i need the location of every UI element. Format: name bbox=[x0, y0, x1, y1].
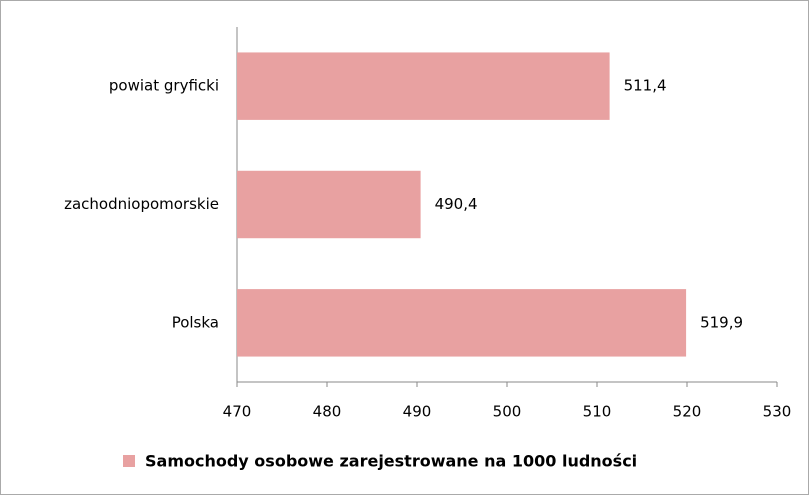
legend-label: Samochody osobowe zarejestrowane na 1000… bbox=[145, 452, 637, 471]
x-tick-label: 520 bbox=[673, 403, 702, 421]
data-label: 490,4 bbox=[435, 195, 478, 213]
legend-swatch bbox=[123, 455, 135, 467]
y-tick-label: zachodniopomorskie bbox=[64, 195, 219, 213]
x-tick-label: 500 bbox=[493, 403, 522, 421]
bar bbox=[237, 170, 421, 239]
data-label: 511,4 bbox=[624, 77, 667, 95]
y-tick-label: powiat gryficki bbox=[109, 77, 219, 95]
data-label: 519,9 bbox=[700, 313, 743, 331]
bar bbox=[237, 52, 610, 120]
x-tick-label: 530 bbox=[763, 403, 792, 421]
bar bbox=[237, 289, 687, 357]
x-tick-label: 490 bbox=[403, 403, 432, 421]
x-tick-label: 510 bbox=[583, 403, 612, 421]
y-tick-label: Polska bbox=[172, 313, 219, 331]
x-tick-label: 480 bbox=[313, 403, 342, 421]
x-tick-label: 470 bbox=[223, 403, 252, 421]
